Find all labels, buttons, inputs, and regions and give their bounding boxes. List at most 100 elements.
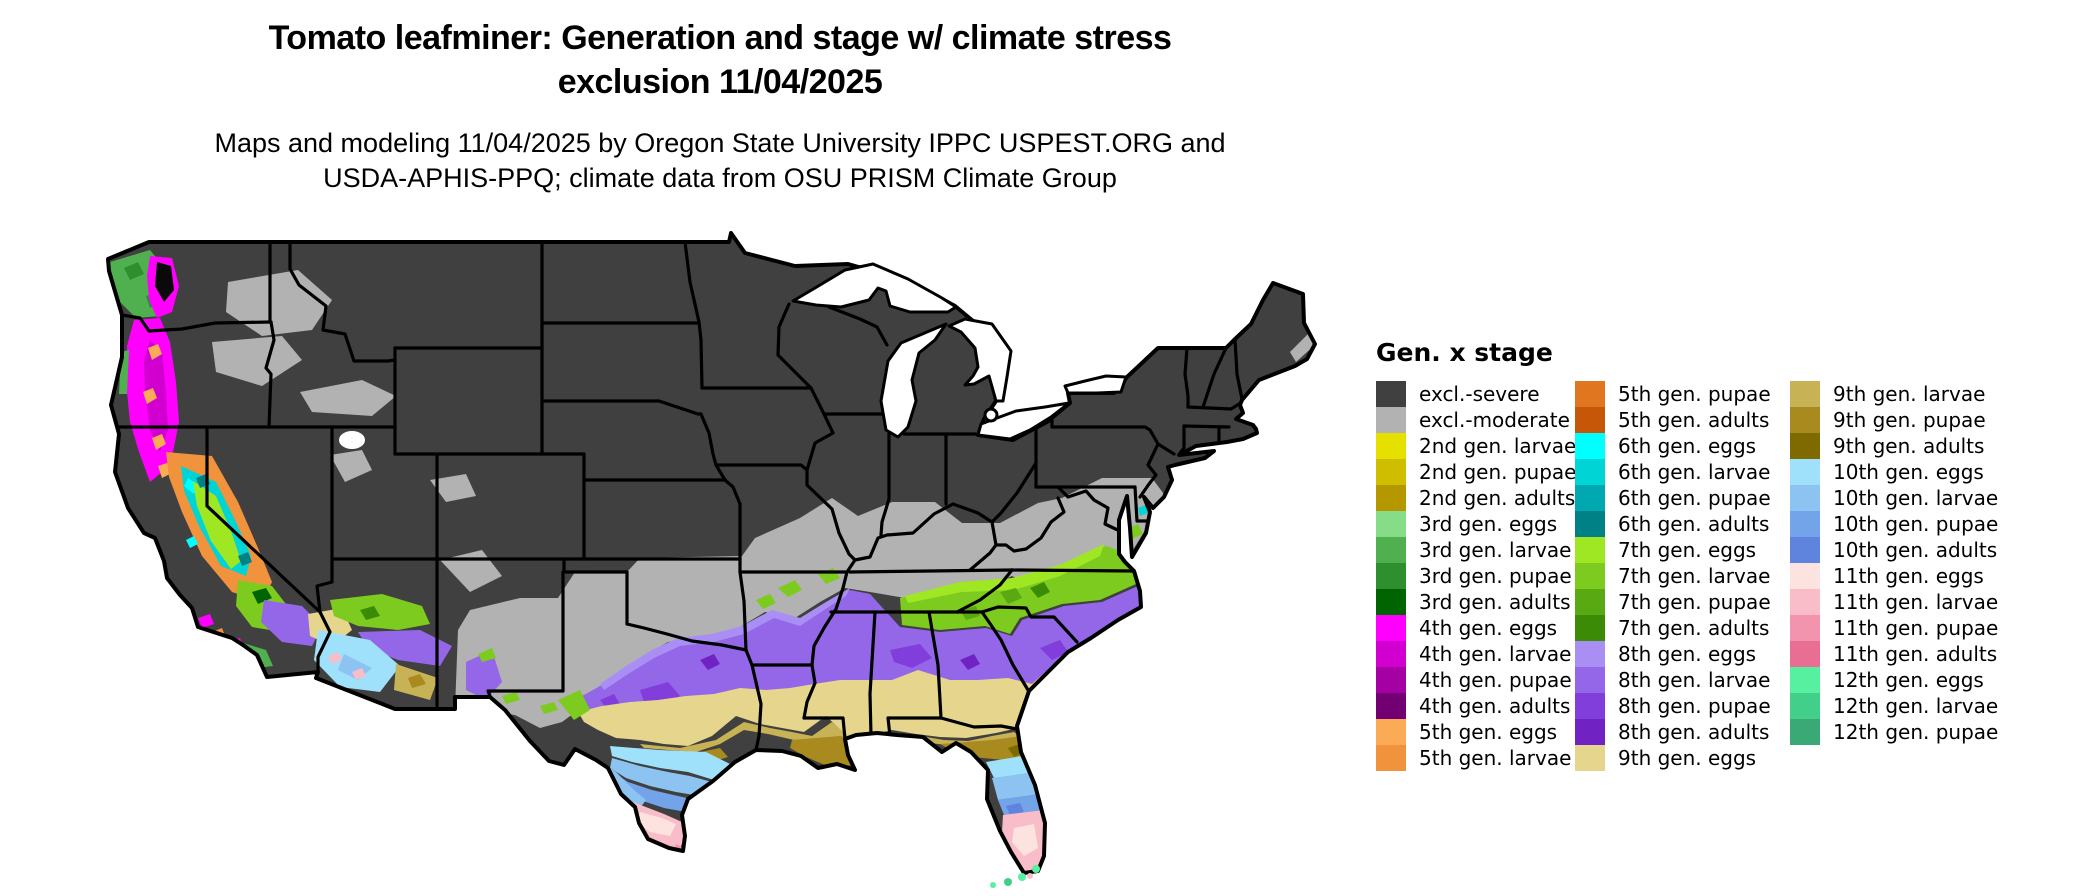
legend-swatch — [1575, 615, 1605, 641]
legend-label: 7th gen. pupae — [1618, 590, 1771, 614]
lake-ontario — [1063, 374, 1128, 395]
legend-swatch — [1790, 719, 1820, 745]
legend-item: 5th gen. pupae — [1575, 381, 1790, 407]
legend-column-1: excl.-severe excl.-moderate 2nd gen. larva… — [1376, 381, 1577, 771]
legend-swatch — [1790, 641, 1820, 667]
florida-keys-dots — [990, 865, 1040, 888]
legend-item: 10th gen. adults — [1790, 537, 2050, 563]
legend-item: 2nd gen. adults — [1376, 485, 1575, 511]
legend-label: 5th gen. adults — [1618, 408, 1770, 432]
legend-item: 3rd gen. adults — [1376, 589, 1575, 615]
legend-item: 8th gen. pupae — [1575, 693, 1790, 719]
legend-swatch — [1575, 433, 1605, 459]
legend-item: 9th gen. larvae — [1790, 381, 2050, 407]
map-title-line2: exclusion 11/04/2025 — [557, 63, 883, 101]
legend-label: 11th gen. pupae — [1833, 616, 1999, 640]
legend-item: 8th gen. adults — [1575, 719, 1790, 745]
legend-swatch — [1790, 667, 1820, 693]
legend-label: 8th gen. pupae — [1618, 694, 1771, 718]
legend-item: 8th gen. eggs — [1575, 641, 1790, 667]
lake-huron — [947, 317, 1013, 403]
legend-swatch — [1376, 381, 1406, 407]
legend-item: 10th gen. larvae — [1790, 485, 2050, 511]
legend-swatch — [1575, 537, 1605, 563]
legend-label: 3rd gen. larvae — [1419, 538, 1572, 562]
legend-label: 12th gen. larvae — [1833, 694, 1999, 718]
legend-item: 6th gen. adults — [1575, 511, 1790, 537]
legend-label: 4th gen. pupae — [1419, 668, 1572, 692]
legend-label: 8th gen. larvae — [1618, 668, 1771, 692]
map-layer-south-texas — [594, 746, 730, 856]
great-lakes — [791, 262, 1128, 441]
legend-item: 6th gen. pupae — [1575, 485, 1790, 511]
legend-swatch — [1376, 433, 1406, 459]
map-header: Tomato leafminer: Generation and stage w… — [0, 16, 1440, 196]
legend-swatch — [1575, 589, 1605, 615]
legend-swatch — [1790, 407, 1820, 433]
lake-superior — [791, 262, 958, 314]
legend-swatch — [1376, 589, 1406, 615]
legend-label: 7th gen. eggs — [1618, 538, 1757, 562]
legend-title: Gen. x stage — [1376, 338, 1553, 367]
legend-label: 6th gen. adults — [1618, 512, 1770, 536]
legend-label: excl.-severe — [1419, 382, 1540, 406]
legend-label: 7th gen. larvae — [1618, 564, 1771, 588]
legend-item: 2nd gen. larvae — [1376, 433, 1577, 459]
legend-label: 10th gen. larvae — [1833, 486, 1999, 510]
legend-swatch — [1575, 511, 1605, 537]
legend-item: 7th gen. pupae — [1575, 589, 1790, 615]
legend-item: 9th gen. adults — [1790, 433, 2050, 459]
legend-label: 8th gen. adults — [1618, 720, 1770, 744]
legend-label: 4th gen. larvae — [1419, 642, 1572, 666]
legend-swatch — [1376, 667, 1406, 693]
legend-item: 4th gen. larvae — [1376, 641, 1575, 667]
legend-label: 7th gen. adults — [1618, 616, 1770, 640]
legend-swatch — [1376, 719, 1406, 745]
legend-swatch — [1790, 485, 1820, 511]
legend-column-2: 5th gen. pupae 5th gen. adults 6th gen. eg… — [1575, 381, 1790, 771]
legend-label: 6th gen. larvae — [1618, 460, 1771, 484]
legend-swatch — [1790, 563, 1820, 589]
legend-label: 6th gen. eggs — [1618, 434, 1757, 458]
legend-item: 8th gen. larvae — [1575, 667, 1790, 693]
legend-item: 5th gen. larvae — [1376, 745, 1575, 771]
legend-item: 11th gen. adults — [1790, 641, 2050, 667]
lake-erie — [976, 401, 1071, 441]
legend-item: excl.-severe — [1376, 381, 1575, 407]
legend-label: 11th gen. eggs — [1833, 564, 1984, 588]
legend-item: 11th gen. pupae — [1790, 615, 2050, 641]
legend-swatch — [1575, 407, 1605, 433]
legend-label: 10th gen. eggs — [1833, 460, 1984, 484]
legend-label: 2nd gen. pupae — [1419, 460, 1577, 484]
legend-label: 12th gen. pupae — [1833, 720, 1999, 744]
legend-swatch — [1376, 537, 1406, 563]
legend-item: 10th gen. eggs — [1790, 459, 2050, 485]
lake-st-clair — [983, 407, 999, 423]
legend-label: 9th gen. larvae — [1833, 382, 1986, 406]
legend-label: 10th gen. pupae — [1833, 512, 1999, 536]
legend-label: 9th gen. adults — [1833, 434, 1985, 458]
legend-item: 6th gen. eggs — [1575, 433, 1790, 459]
legend-item: 12th gen. eggs — [1790, 667, 2050, 693]
legend-swatch — [1790, 589, 1820, 615]
legend-label: 3rd gen. pupae — [1419, 564, 1572, 588]
legend-label: 2nd gen. adults — [1419, 486, 1576, 510]
legend-swatch — [1376, 693, 1406, 719]
legend-swatch — [1376, 511, 1406, 537]
legend-swatch — [1575, 485, 1605, 511]
legend-item: 3rd gen. pupae — [1376, 563, 1575, 589]
legend-label: 10th gen. adults — [1833, 538, 1998, 562]
legend-item: 5th gen. eggs — [1376, 719, 1575, 745]
map-layer-gen8-band — [575, 586, 1146, 716]
legend-swatch — [1790, 511, 1820, 537]
legend-swatch — [1575, 641, 1605, 667]
legend-item: 10th gen. pupae — [1790, 511, 2050, 537]
legend-swatch — [1376, 745, 1406, 771]
legend-label: 2nd gen. larvae — [1419, 434, 1577, 458]
legend-label: 4th gen. adults — [1419, 694, 1571, 718]
legend-label: 5th gen. larvae — [1419, 746, 1572, 770]
legend-item: 7th gen. eggs — [1575, 537, 1790, 563]
legend-item: 3rd gen. eggs — [1376, 511, 1575, 537]
legend-swatch — [1376, 459, 1406, 485]
